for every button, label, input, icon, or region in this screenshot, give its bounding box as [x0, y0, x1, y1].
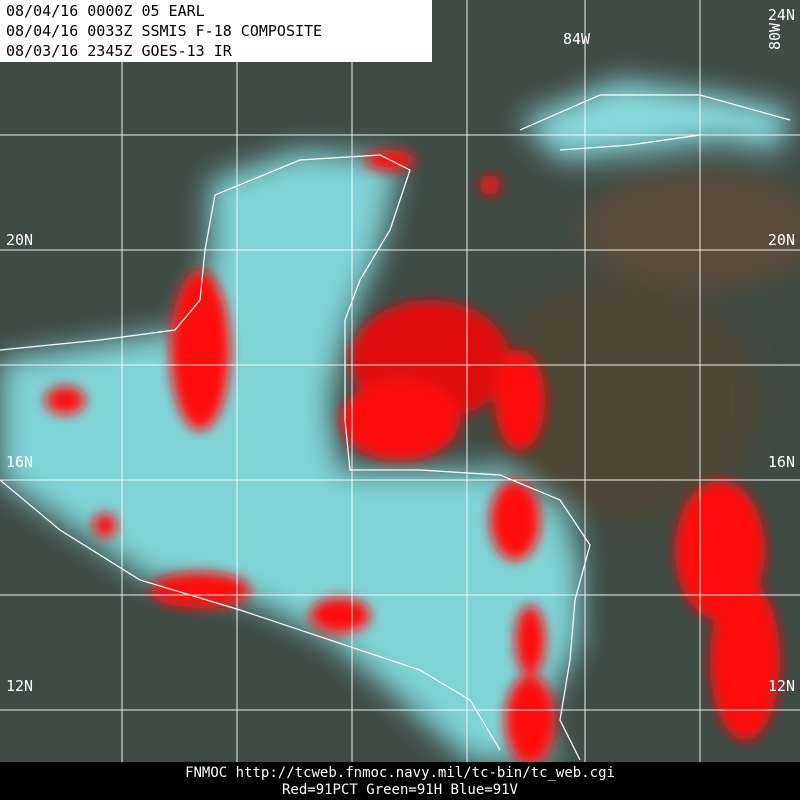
- header-box: [0, 0, 432, 62]
- footer-bar: [0, 762, 800, 800]
- lat-label: 12N: [768, 677, 795, 695]
- lat-label: 24N: [768, 6, 795, 24]
- lat-label: 16N: [6, 453, 33, 471]
- lon-label: 84W: [563, 30, 591, 48]
- header-line: 08/03/16 2345Z GOES-13 IR: [6, 42, 233, 60]
- convection-areas: [45, 150, 780, 765]
- lat-label: 16N: [768, 453, 795, 471]
- footer-line: FNMOC http://tcweb.fnmoc.navy.mil/tc-bin…: [185, 765, 615, 781]
- lon-label: 80W: [766, 22, 784, 50]
- lat-label: 20N: [6, 231, 33, 249]
- header-line: 08/04/16 0033Z SSMIS F-18 COMPOSITE: [6, 22, 322, 40]
- header-line: 08/04/16 0000Z 05 EARL: [6, 2, 205, 20]
- graticule: [0, 0, 800, 762]
- lat-label: 20N: [768, 231, 795, 249]
- footer-line: Red=91PCT Green=91H Blue=91V: [282, 782, 519, 798]
- coastlines: [0, 94, 791, 761]
- land-areas: [0, 80, 800, 762]
- lat-label: 12N: [6, 677, 33, 695]
